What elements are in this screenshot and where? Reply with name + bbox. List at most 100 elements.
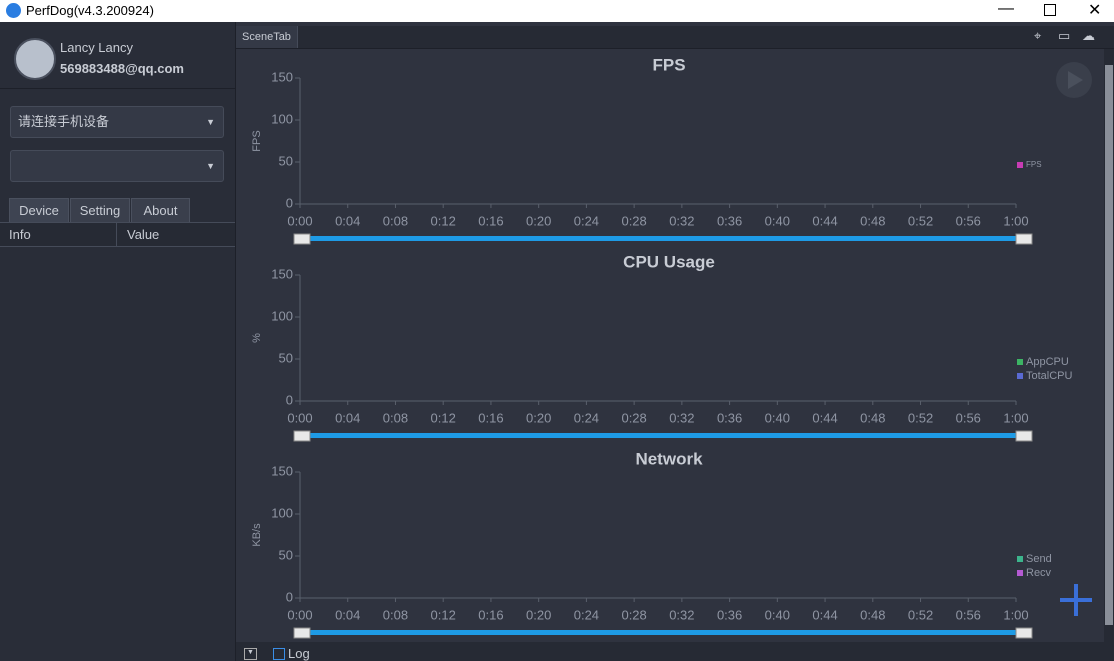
sidebar: Lancy Lancy 569883488@qq.com 请连接手机设备 ▼ ▼ …: [0, 22, 236, 661]
x-tick-label: 0:08: [383, 213, 408, 228]
legend-swatch: [1017, 570, 1023, 576]
log-checkbox[interactable]: [273, 648, 285, 660]
legend-swatch: [1017, 556, 1023, 562]
add-button[interactable]: [1060, 584, 1092, 616]
legend-label: AppCPU: [1026, 356, 1069, 368]
legend-swatch: [1017, 373, 1023, 379]
scene-tab[interactable]: SceneTab: [236, 26, 298, 48]
x-tick-label: 0:28: [621, 410, 646, 425]
x-tick-label: 1:00: [1003, 213, 1028, 228]
app-dropdown[interactable]: ▼: [10, 150, 224, 182]
x-tick-label: 0:04: [335, 607, 360, 622]
tab[interactable]: About: [131, 198, 190, 223]
y-tick-label: 150: [271, 266, 293, 281]
close-button[interactable]: ✕: [1088, 2, 1102, 19]
x-tick-label: 0:40: [765, 410, 790, 425]
log-toggle[interactable]: ▼: [244, 648, 257, 660]
x-tick-label: 1:00: [1003, 607, 1028, 622]
device-dropdown[interactable]: 请连接手机设备 ▼: [10, 106, 224, 138]
y-tick-label: 50: [279, 153, 293, 168]
column-header: Info: [9, 227, 31, 242]
dropdown-arrow: ▼: [206, 117, 215, 127]
x-tick-label: 0:12: [431, 607, 456, 622]
x-tick-label: 1:00: [1003, 410, 1028, 425]
x-tick-label: 0:56: [956, 213, 981, 228]
time-slider: [302, 630, 1022, 635]
app-icon: [6, 3, 21, 18]
y-tick-label: 50: [279, 350, 293, 365]
y-axis-label: %: [251, 333, 263, 343]
x-tick-label: 0:00: [287, 213, 312, 228]
info-table-header: Info Value: [0, 222, 235, 247]
slider-handle: [293, 233, 311, 245]
x-tick-label: 0:48: [860, 607, 885, 622]
x-tick-label: 0:16: [478, 607, 503, 622]
x-tick-label: 0:52: [908, 410, 933, 425]
x-tick-label: 0:32: [669, 410, 694, 425]
tab[interactable]: Device: [9, 198, 69, 223]
scrollbar-thumb[interactable]: [1105, 65, 1113, 625]
x-tick-label: 0:08: [383, 410, 408, 425]
play-icon: [1068, 71, 1083, 89]
y-axis-label: KB/s: [251, 523, 263, 547]
x-tick-label: 0:32: [669, 213, 694, 228]
x-tick-label: 0:48: [860, 410, 885, 425]
location-icon[interactable]: ⌖: [1034, 28, 1042, 43]
tab[interactable]: Setting: [70, 198, 130, 223]
legend-label: FPS: [1026, 160, 1042, 169]
tab-bar: SceneTab ⌖ ▭ ☁: [236, 26, 1114, 49]
x-tick-label: 0:28: [621, 607, 646, 622]
minimize-button[interactable]: —: [998, 0, 1014, 17]
dropdown-text: 请连接手机设备: [18, 114, 110, 129]
x-tick-label: 0:36: [717, 607, 742, 622]
y-tick-label: 0: [286, 195, 293, 210]
legend-swatch: [1017, 359, 1023, 365]
y-tick-label: 100: [271, 111, 293, 126]
y-tick-label: 150: [271, 463, 293, 478]
legend-label: Recv: [1026, 567, 1052, 579]
user-name: Lancy Lancy: [60, 40, 133, 55]
x-tick-label: 0:04: [335, 213, 360, 228]
y-tick-label: 150: [271, 69, 293, 84]
x-tick-label: 0:12: [431, 213, 456, 228]
slider-handle: [1015, 233, 1033, 245]
x-tick-label: 0:20: [526, 213, 551, 228]
x-tick-label: 0:44: [812, 410, 837, 425]
slider-handle: [293, 627, 311, 639]
chart-title: Network: [635, 449, 703, 468]
maximize-button[interactable]: [1044, 4, 1056, 16]
x-tick-label: 0:16: [478, 410, 503, 425]
legend-swatch: [1017, 162, 1023, 168]
x-tick-label: 0:40: [765, 213, 790, 228]
column-divider: [116, 223, 117, 246]
log-label: Log: [288, 646, 310, 661]
folder-icon[interactable]: ▭: [1058, 28, 1071, 43]
x-tick-label: 0:28: [621, 213, 646, 228]
x-tick-label: 0:24: [574, 410, 599, 425]
x-tick-label: 0:00: [287, 607, 312, 622]
x-tick-label: 0:20: [526, 607, 551, 622]
charts-area: FPS FPS 0 50 100 150 0:00 0:04 0:08 0:12 0:16 0:20 0…: [251, 49, 1114, 642]
x-tick-label: 0:52: [908, 213, 933, 228]
window-title: PerfDog(v4.3.200924): [26, 3, 154, 18]
legend-label: Send: [1026, 553, 1052, 565]
dropdown-arrow: ▼: [206, 161, 215, 171]
divider: [0, 88, 235, 89]
y-tick-label: 100: [271, 308, 293, 323]
y-tick-label: 0: [286, 392, 293, 407]
x-tick-label: 0:08: [383, 607, 408, 622]
cloud-icon[interactable]: ☁: [1082, 28, 1095, 43]
column-header: Value: [127, 227, 160, 242]
x-tick-label: 0:56: [956, 607, 981, 622]
x-tick-label: 0:56: [956, 410, 981, 425]
x-tick-label: 0:24: [574, 607, 599, 622]
y-tick-label: 0: [286, 589, 293, 604]
x-tick-label: 0:12: [431, 410, 456, 425]
x-tick-label: 0:20: [526, 410, 551, 425]
avatar[interactable]: [14, 38, 56, 80]
x-tick-label: 0:16: [478, 213, 503, 228]
chart-title: CPU Usage: [623, 252, 715, 271]
x-tick-label: 0:36: [717, 410, 742, 425]
slider-handle: [293, 430, 311, 442]
